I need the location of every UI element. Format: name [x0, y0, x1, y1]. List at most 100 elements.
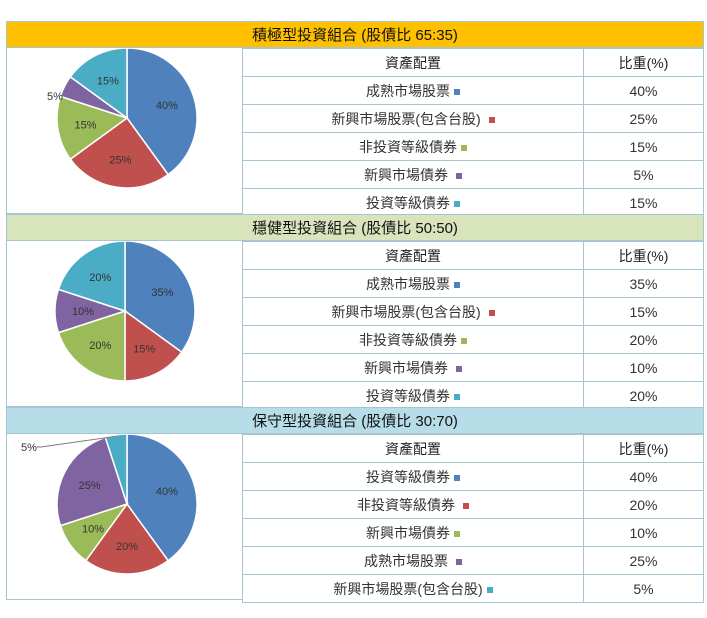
pie-slice	[84, 502, 170, 575]
allocation-table: 資產配置 比重(%) 成熟市場股票 35% 新興市場股票(包含台股) 15% 非投資等級債券…	[242, 241, 704, 410]
table-header-row: 資產配置 比重(%)	[242, 48, 704, 77]
weight-cell: 35%	[583, 269, 704, 298]
pie-slice-label: 10%	[72, 306, 94, 318]
asset-cell: 新興市場債券	[242, 160, 584, 189]
asset-cell: 投資等級債券	[242, 381, 584, 410]
legend-swatch-icon	[456, 558, 462, 565]
asset-name: 成熟市場股票	[366, 82, 450, 99]
pie-slice	[69, 116, 170, 189]
asset-name: 投資等級債券	[366, 387, 450, 404]
pie-slice	[56, 436, 128, 527]
table-row: 非投資等級債券 20%	[242, 490, 704, 519]
asset-name: 投資等級債券	[366, 194, 450, 211]
portfolio-allocation-panel: 積極型投資組合 (股債比 65:35) 40% 25% 15% 5% 15% 資產配置 比重(…	[6, 21, 704, 603]
weight-cell: 15%	[583, 297, 704, 326]
pie-slice-label: 40%	[156, 486, 178, 498]
table-row: 新興市場債券 10%	[242, 353, 704, 382]
pie-chart-cell: 40% 25% 15% 5% 15%	[6, 48, 242, 214]
table-row: 非投資等級債券 15%	[242, 132, 704, 161]
asset-column-header: 資產配置	[242, 434, 584, 463]
portfolio-section: 積極型投資組合 (股債比 65:35) 40% 25% 15% 5% 15% 資產配置 比重(…	[6, 21, 704, 217]
legend-swatch-icon	[456, 365, 462, 372]
weight-cell: 10%	[583, 518, 704, 547]
weight-cell: 20%	[583, 381, 704, 410]
asset-cell: 非投資等級債券	[242, 325, 584, 354]
asset-name: 新興市場債券	[366, 524, 450, 541]
pie-slice-label: 20%	[116, 541, 138, 553]
legend-swatch-icon	[488, 116, 495, 123]
table-row: 投資等級債券 40%	[242, 462, 704, 491]
allocation-table: 資產配置 比重(%) 投資等級債券 40% 非投資等級債券 20% 新興市場債券 10% 成熟市…	[242, 434, 704, 603]
pie-chart-cell: 35% 15% 20% 10% 20%	[6, 241, 242, 407]
asset-cell: 新興市場股票(包含台股)	[242, 297, 584, 326]
table-row: 投資等級債券 15%	[242, 188, 704, 217]
asset-column-header: 資產配置	[242, 48, 584, 77]
pie-slice-label: 35%	[151, 287, 173, 299]
pie-slice	[57, 309, 126, 382]
weight-cell: 25%	[583, 546, 704, 575]
pie-slice-label: 40%	[156, 100, 178, 112]
pie-chart: 35% 15% 20% 10% 20%	[54, 241, 196, 382]
portfolio-body: 40% 25% 15% 5% 15% 資產配置 比重(%) 成熟市場股票 40% 新興市場股票(包…	[6, 48, 704, 217]
table-row: 投資等級債券 20%	[242, 381, 704, 410]
pie-slice-label: 15%	[97, 76, 119, 88]
weight-cell: 5%	[583, 160, 704, 189]
legend-swatch-icon	[463, 502, 469, 509]
weight-cell: 15%	[583, 132, 704, 161]
weight-column-header: 比重(%)	[583, 241, 704, 270]
asset-name: 新興市場債券	[364, 166, 448, 183]
asset-name: 非投資等級債券	[357, 496, 455, 513]
weight-cell: 10%	[583, 353, 704, 382]
asset-cell: 新興市場股票(包含台股)	[242, 104, 584, 133]
table-row: 非投資等級債券 20%	[242, 325, 704, 354]
asset-name: 非投資等級債券	[359, 138, 457, 155]
portfolio-body: 35% 15% 20% 10% 20% 資產配置 比重(%) 成熟市場股票 35% 新興市場股票(…	[6, 241, 704, 410]
asset-name: 新興市場股票(包含台股)	[331, 303, 481, 320]
table-header-row: 資產配置 比重(%)	[242, 241, 704, 270]
asset-name: 成熟市場股票	[364, 552, 448, 569]
asset-cell: 成熟市場股票	[242, 76, 584, 105]
legend-swatch-icon	[454, 530, 460, 537]
pie-slice	[124, 309, 183, 382]
legend-swatch-icon	[454, 281, 460, 288]
asset-cell: 投資等級債券	[242, 462, 584, 491]
weight-cell: 15%	[583, 188, 704, 217]
weight-cell: 40%	[583, 462, 704, 491]
pie-slice-label: 10%	[82, 524, 104, 536]
pie-slice-label: 25%	[79, 480, 101, 492]
portfolio-section: 穩健型投資組合 (股債比 50:50) 35% 15% 20% 10% 20% 資產配置 比重…	[6, 214, 704, 410]
weight-cell: 5%	[583, 574, 704, 603]
asset-cell: 新興市場債券	[242, 518, 584, 547]
asset-name: 新興市場債券	[364, 359, 448, 376]
asset-cell: 新興市場債券	[242, 353, 584, 382]
asset-cell: 成熟市場股票	[242, 269, 584, 298]
asset-cell: 成熟市場股票	[242, 546, 584, 575]
table-row: 成熟市場股票 35%	[242, 269, 704, 298]
asset-name: 成熟市場股票	[366, 275, 450, 292]
pie-chart: 40% 25% 15% 5% 15%	[47, 48, 198, 189]
pie-slice	[69, 48, 128, 120]
legend-swatch-icon	[461, 337, 467, 344]
pie-slice-label: 15%	[74, 120, 96, 132]
asset-name: 新興市場股票(包含台股)	[333, 580, 483, 597]
pie-slice	[126, 434, 198, 562]
weight-cell: 40%	[583, 76, 704, 105]
asset-name: 新興市場股票(包含台股)	[331, 110, 481, 127]
portfolio-body: 40% 20% 10% 25% 5% 資產配置 比重(%) 投資等級債券 40% 非投資等級債券 2…	[6, 434, 704, 603]
legend-swatch-icon	[461, 144, 467, 151]
legend-swatch-icon	[456, 172, 462, 179]
pie-leader-line	[37, 435, 117, 448]
table-row: 成熟市場股票 25%	[242, 546, 704, 575]
table-row: 新興市場債券 10%	[242, 518, 704, 547]
asset-cell: 投資等級債券	[242, 188, 584, 217]
asset-cell: 非投資等級債券	[242, 132, 584, 161]
portfolio-section: 保守型投資組合 (股債比 30:70) 40% 20% 10% 25% 5% 資產配置 比重(…	[6, 407, 704, 603]
pie-slice	[56, 95, 129, 161]
asset-cell: 非投資等級債券	[242, 490, 584, 519]
pie-slice-label: 5%	[21, 442, 37, 454]
table-row: 新興市場股票(包含台股) 5%	[242, 574, 704, 603]
pie-slice	[57, 241, 126, 313]
pie-slice-label: 20%	[89, 340, 111, 352]
legend-swatch-icon	[454, 393, 460, 400]
asset-name: 非投資等級債券	[359, 331, 457, 348]
